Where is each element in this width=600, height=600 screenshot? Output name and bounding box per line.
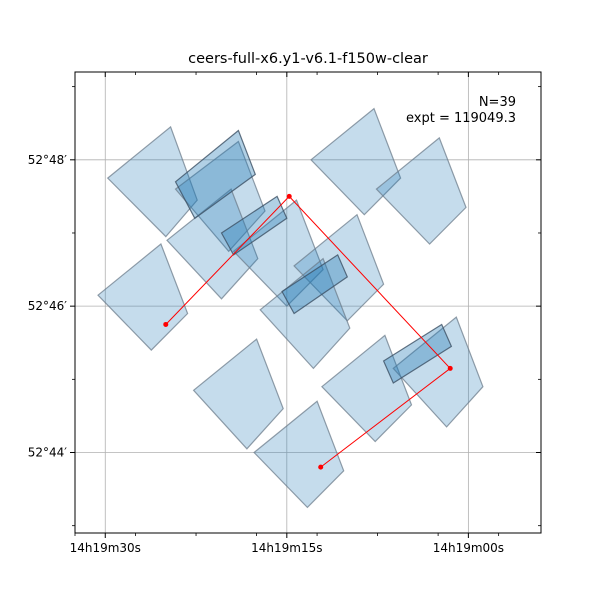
footprint-polygon [375,136,467,245]
pointing-path [163,193,453,470]
overlap-polygon [220,195,288,256]
footprint-polygon [259,257,351,370]
footprint-polygon [192,338,284,450]
footprint-polygon [392,316,484,428]
footprint-polygon [106,125,198,238]
x-tick-label: 14h19m15s [251,541,322,555]
footprint-polygon [253,400,345,509]
overlap-polygon [382,323,453,384]
pointing-point [286,193,292,199]
exposure-annotation: expt = 119049.3 [406,111,516,126]
footprint-polygon [166,188,259,300]
y-tick-label: 52°46′ [28,299,68,313]
y-tick-label: 52°48′ [28,153,68,167]
x-tick-label: 14h19m00s [433,541,504,555]
pointing-point [163,321,169,327]
overlap-polygon [281,254,349,315]
pointing-point [318,464,324,470]
count-annotation: N=39 [479,95,516,110]
overlap-polygon [174,129,257,220]
x-tick-label: 14h19m30s [70,541,141,555]
footprint-polygon [293,213,385,322]
overlap-polygons [174,129,453,384]
footprint-polygons [97,107,484,509]
footprint-polygon [174,140,266,253]
axis-ticks: 14h19m30s 14h19m15s 14h19m00s 52°44′ 52°46′ 5… [28,72,541,555]
pointing-point [447,365,453,371]
grid-lines [75,72,541,533]
pointing-path-line [165,195,451,468]
y-tick-label: 52°44′ [28,446,68,460]
chart-title: ceers-full-x6.y1-v6.1-f150w-clear [188,51,428,67]
plot-frame [74,71,542,534]
